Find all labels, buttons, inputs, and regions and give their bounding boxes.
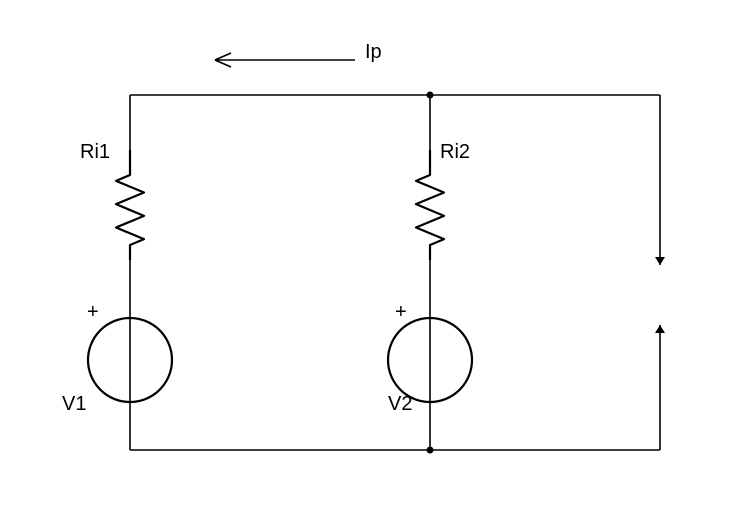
- circuit-diagram: Ip Ri1 Ri2 V1 V2 + +: [0, 0, 750, 515]
- label-r1: Ri1: [80, 141, 110, 163]
- node-top: [427, 92, 434, 99]
- node-bottom: [427, 447, 434, 454]
- label-plus-v2: +: [395, 301, 407, 323]
- label-plus-v1: +: [87, 301, 99, 323]
- resistor-r1: [116, 150, 144, 260]
- label-v2: V2: [388, 393, 412, 415]
- terminal-top-icon: [655, 257, 665, 265]
- label-r2: Ri2: [440, 141, 470, 163]
- label-v1: V1: [62, 393, 86, 415]
- resistor-r2: [416, 150, 444, 260]
- terminal-bottom-icon: [655, 325, 665, 333]
- label-current: Ip: [365, 41, 382, 63]
